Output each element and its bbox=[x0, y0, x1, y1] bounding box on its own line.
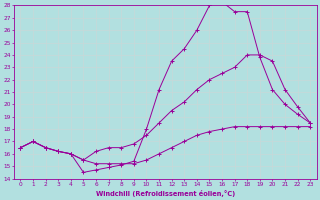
X-axis label: Windchill (Refroidissement éolien,°C): Windchill (Refroidissement éolien,°C) bbox=[96, 190, 235, 197]
